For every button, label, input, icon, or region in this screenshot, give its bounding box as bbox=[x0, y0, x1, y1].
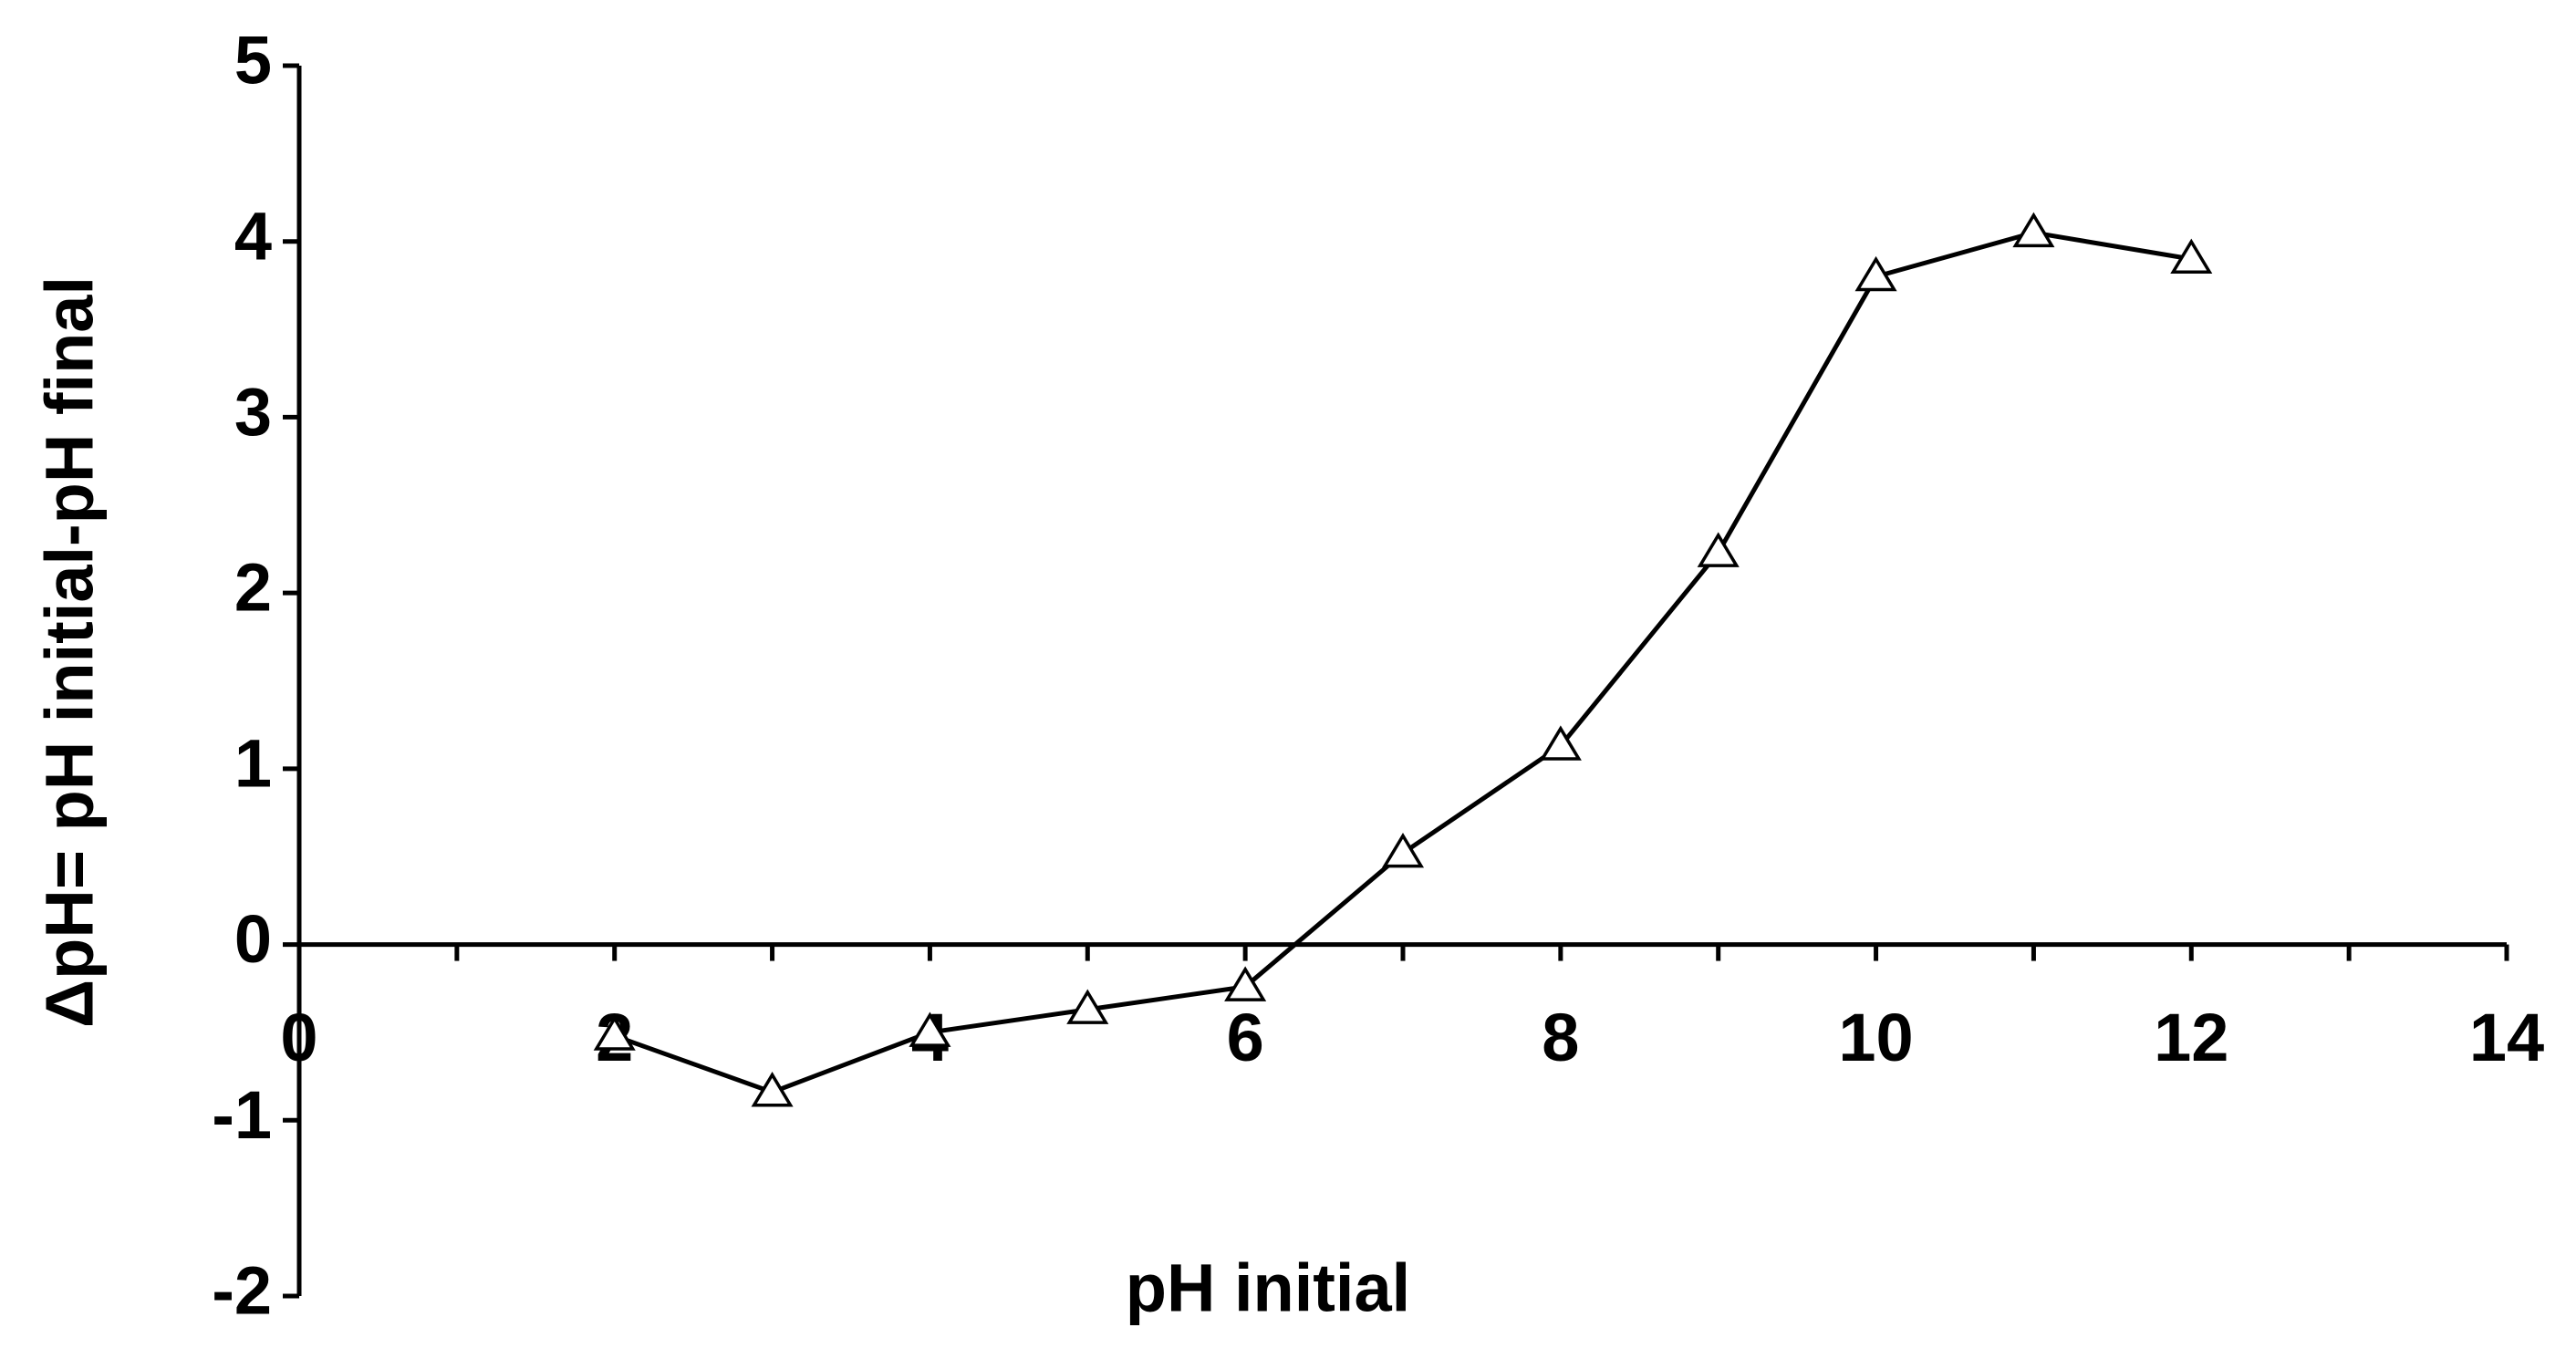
y-tick-label: 3 bbox=[234, 374, 272, 450]
y-tick-label: 1 bbox=[234, 725, 272, 801]
y-tick-label: 2 bbox=[234, 550, 272, 626]
y-tick-label: 4 bbox=[234, 198, 272, 274]
y-tick-label: -1 bbox=[212, 1077, 272, 1153]
x-tick-label: 0 bbox=[280, 1000, 317, 1075]
data-point bbox=[2012, 212, 2055, 248]
data-point bbox=[1381, 832, 1425, 868]
x-axis-label: pH initial bbox=[1126, 1250, 1410, 1326]
y-tick-label: 5 bbox=[234, 23, 272, 99]
data-point bbox=[1539, 725, 1582, 761]
data-point bbox=[909, 1011, 951, 1047]
y-tick-label: -2 bbox=[212, 1253, 272, 1329]
y-axis-label: ΔpH= pH initial-pH final bbox=[32, 276, 108, 1028]
data-point bbox=[751, 1072, 794, 1107]
y-tick-label: 0 bbox=[234, 901, 272, 977]
x-tick-label: 12 bbox=[2154, 1000, 2228, 1075]
x-tick-label: 6 bbox=[1227, 1000, 1264, 1075]
data-point bbox=[593, 1015, 636, 1051]
x-tick-label: 14 bbox=[2469, 1000, 2544, 1075]
data-point bbox=[1854, 255, 1897, 292]
x-tick-label: 8 bbox=[1542, 1000, 1579, 1075]
data-point bbox=[2170, 238, 2213, 274]
series-line bbox=[613, 230, 2192, 1095]
data-point bbox=[1224, 966, 1267, 1001]
data-point bbox=[1066, 989, 1109, 1024]
x-tick-label: 10 bbox=[1838, 1000, 1913, 1075]
data-point bbox=[1697, 532, 1740, 567]
